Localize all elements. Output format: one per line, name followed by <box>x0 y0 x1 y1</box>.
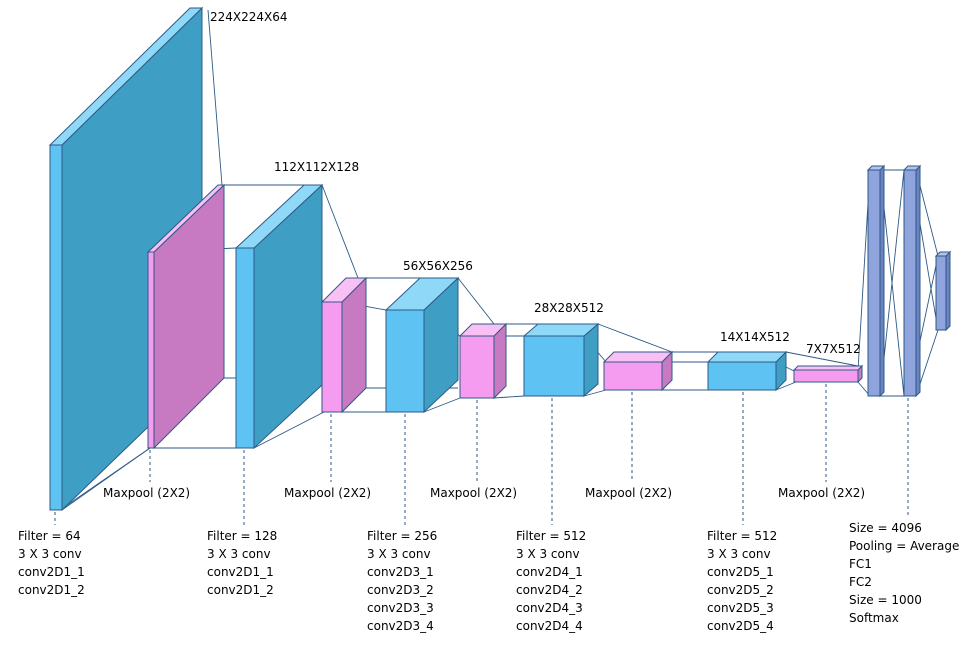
fc1-front <box>867 169 881 397</box>
block5-line: Filter = 512 <box>707 529 777 543</box>
block4-description: Filter = 512 3 X 3 conv conv2D4_1 conv2D… <box>516 529 586 633</box>
pool5-front <box>793 369 859 383</box>
block4-line: conv2D4_3 <box>516 601 583 615</box>
block5-line: 3 X 3 conv <box>707 547 771 561</box>
fc-line: Pooling = Average <box>849 539 959 553</box>
pool1-front <box>147 251 155 449</box>
maxpool-label-3: Maxpool (2X2) <box>430 486 517 500</box>
dim-label-conv1: 224X224X64 <box>210 10 288 24</box>
block5-line: conv2D5_1 <box>707 565 774 579</box>
block1-line: conv2D1_2 <box>18 583 85 597</box>
softmax-side <box>945 250 951 332</box>
pool1-block <box>146 183 226 450</box>
block4-line: conv2D4_1 <box>516 565 583 579</box>
pool4-top <box>602 351 674 363</box>
fc-line: FC2 <box>849 575 872 589</box>
block2-line: 3 X 3 conv <box>207 547 271 561</box>
maxpool-label-5: Maxpool (2X2) <box>778 486 865 500</box>
maxpool-label-1: Maxpool (2X2) <box>103 486 190 500</box>
block2-description: Filter = 128 3 X 3 conv conv2D1_1 conv2D… <box>207 529 277 597</box>
fc-line: Softmax <box>849 611 899 625</box>
conv4-front <box>523 335 585 397</box>
block4-line: conv2D4_4 <box>516 619 583 633</box>
block3-line: conv2D3_2 <box>367 583 434 597</box>
pool4-block <box>602 350 674 392</box>
fc1-side <box>879 164 885 398</box>
dim-label-conv4: 28X28X512 <box>534 301 604 315</box>
conv1-front <box>49 144 63 511</box>
fc-line: Size = 1000 <box>849 593 922 607</box>
conv2-block <box>234 183 324 450</box>
block5-line: conv2D5_4 <box>707 619 774 633</box>
fc2-block <box>902 164 922 398</box>
conv5-top <box>706 351 788 363</box>
pool2-front <box>321 301 343 413</box>
maxpool-label-2: Maxpool (2X2) <box>284 486 371 500</box>
block5-line: conv2D5_3 <box>707 601 774 615</box>
conv3-block <box>384 276 460 414</box>
block4-line: Filter = 512 <box>516 529 586 543</box>
pool3-side <box>493 322 507 400</box>
pool5-top <box>792 365 864 371</box>
conv5-front <box>707 361 777 391</box>
dim-label-pool5: 7X7X512 <box>806 342 861 356</box>
block3-line: conv2D3_1 <box>367 565 434 579</box>
block2-line: Filter = 128 <box>207 529 277 543</box>
pool3-block <box>458 322 508 400</box>
pool4-front <box>603 361 663 391</box>
block3-description: Filter = 256 3 X 3 conv conv2D3_1 conv2D… <box>367 529 437 633</box>
dim-label-conv5: 14X14X512 <box>720 330 790 344</box>
fc2-front <box>903 169 917 397</box>
block4-line: 3 X 3 conv <box>516 547 580 561</box>
softmax-front <box>935 255 947 331</box>
fc-description: Size = 4096 Pooling = Average FC1 FC2 Si… <box>849 521 959 625</box>
block1-description: Filter = 64 3 X 3 conv conv2D1_1 conv2D1… <box>18 529 85 597</box>
fc-line: Size = 4096 <box>849 521 922 535</box>
dashed-drop-lines <box>54 384 909 525</box>
pool5-block <box>792 364 864 384</box>
block3-line: Filter = 256 <box>367 529 437 543</box>
block2-line: conv2D1_2 <box>207 583 274 597</box>
fc1-block <box>866 164 886 398</box>
block1-line: 3 X 3 conv <box>18 547 82 561</box>
conv1-block <box>48 6 204 512</box>
pool3-front <box>459 335 495 399</box>
conv5-block <box>706 350 788 392</box>
block3-line: 3 X 3 conv <box>367 547 431 561</box>
fc-line: FC1 <box>849 557 872 571</box>
block5-line: conv2D5_2 <box>707 583 774 597</box>
fc2-side <box>915 164 921 398</box>
block3-line: conv2D3_4 <box>367 619 434 633</box>
pool2-block <box>320 276 368 414</box>
dim-label-conv2: 112X112X128 <box>274 160 359 174</box>
block3-line: conv2D3_3 <box>367 601 434 615</box>
maxpool-label-4: Maxpool (2X2) <box>585 486 672 500</box>
block2-line: conv2D1_1 <box>207 565 274 579</box>
softmax-block <box>934 250 952 332</box>
conv3-front <box>385 309 425 413</box>
block4-line: conv2D4_2 <box>516 583 583 597</box>
block5-description: Filter = 512 3 X 3 conv conv2D5_1 conv2D… <box>707 529 777 633</box>
dim-label-conv3: 56X56X256 <box>403 259 473 273</box>
block1-line: conv2D1_1 <box>18 565 85 579</box>
conv4-block <box>522 322 600 398</box>
block1-line: Filter = 64 <box>18 529 81 543</box>
conv2-front <box>235 247 255 449</box>
